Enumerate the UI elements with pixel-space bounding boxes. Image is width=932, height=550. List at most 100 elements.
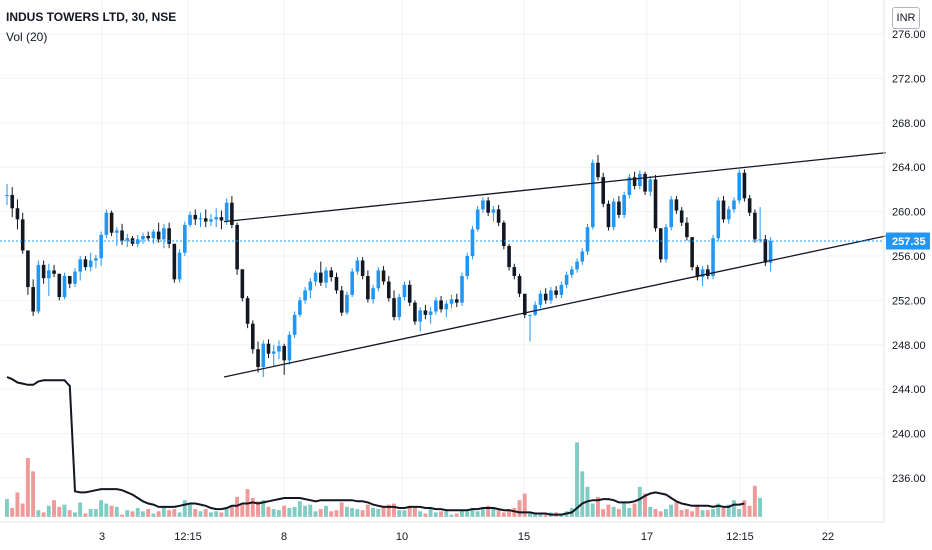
candle-body <box>355 260 360 272</box>
candle-body <box>758 239 762 241</box>
candle-body <box>638 173 642 187</box>
volume-bar <box>402 510 407 517</box>
price-tick-label: 264.00 <box>892 162 926 174</box>
candle-body <box>481 200 485 210</box>
candle-body <box>10 194 15 209</box>
candle-body <box>26 250 30 288</box>
volume-bar <box>622 502 627 517</box>
volume-bar <box>501 512 506 517</box>
time-tick-label: 17 <box>641 531 653 543</box>
volume-bar <box>125 510 130 517</box>
trendlines[interactable] <box>223 152 886 378</box>
volume-bar <box>407 505 412 517</box>
candle-body <box>198 218 203 220</box>
volume-bar <box>324 505 328 517</box>
volume-bar <box>721 507 726 517</box>
volume-bar <box>575 442 579 517</box>
trendline <box>223 152 886 223</box>
candle-body <box>266 343 271 354</box>
volume-bar <box>543 514 548 517</box>
candle-body <box>292 314 297 335</box>
volume-bar <box>742 500 747 517</box>
candle-body <box>57 273 62 298</box>
volume-legend[interactable]: Vol (20) <box>6 30 48 44</box>
candle-body <box>428 311 433 315</box>
volume-bar <box>428 509 433 517</box>
candle-body <box>570 269 574 275</box>
candle-body <box>747 198 752 213</box>
candle-body <box>674 199 679 211</box>
candle-body <box>52 270 56 274</box>
candle-body <box>742 172 747 199</box>
candle-body <box>162 228 166 240</box>
volume-bar <box>261 500 266 517</box>
candle-body <box>73 271 77 284</box>
volume-bar <box>240 504 245 517</box>
candle-body <box>20 219 25 251</box>
candle-body <box>203 218 208 222</box>
time-axis[interactable]: 3 12:15 8 10 15 17 12:15 22 <box>99 531 834 543</box>
candle-body <box>251 323 255 350</box>
candle-body <box>329 270 334 278</box>
volume-ma-line <box>6 376 745 516</box>
volume-bar <box>114 506 119 517</box>
volume-bar <box>339 502 344 517</box>
candle-body <box>685 222 689 238</box>
volume-bar <box>397 510 402 517</box>
candle-body <box>392 298 396 318</box>
volume-bar <box>758 497 763 517</box>
candle-body <box>115 230 119 233</box>
volume-bar <box>10 507 15 517</box>
volume-bar <box>595 496 600 517</box>
candle-body <box>350 271 354 295</box>
price-tick-label: 272.00 <box>892 73 926 85</box>
volume-bar <box>167 510 172 517</box>
candle-body <box>183 224 187 253</box>
volume-bar <box>177 512 182 517</box>
candle-body <box>496 209 501 223</box>
volume-bar <box>632 503 637 517</box>
volume-bar <box>517 500 522 517</box>
candle-body <box>324 270 328 283</box>
volume-bar <box>235 496 240 517</box>
candle-body <box>596 162 600 178</box>
volume-bar <box>120 514 124 517</box>
price-axis[interactable]: 276.00 272.00 268.00 264.00 260.00 256.00 252.… <box>892 29 926 485</box>
candle-body <box>308 281 313 291</box>
volume-bar <box>313 511 318 517</box>
volume-bar <box>538 513 543 517</box>
volume-bar <box>109 505 114 517</box>
symbol-title[interactable]: INDUS TOWERS LTD, 30, NSE <box>6 10 177 24</box>
volume-bar <box>287 507 292 517</box>
candle-body <box>753 212 757 240</box>
volume-bar <box>67 510 72 517</box>
volume-bar <box>188 504 192 517</box>
volume-bar <box>344 506 349 517</box>
volume-bar <box>449 514 454 517</box>
price-tick-label: 276.00 <box>892 29 926 41</box>
candle-body <box>549 290 553 301</box>
volume-bar <box>104 503 109 517</box>
volume-bar <box>156 511 161 517</box>
volume-bar <box>146 509 151 517</box>
candle-body <box>41 264 46 279</box>
candle-body <box>88 260 93 268</box>
volume-bar <box>266 506 271 517</box>
candle-body <box>454 299 459 303</box>
volume-bar <box>297 501 302 517</box>
volume-bar <box>355 509 360 517</box>
volume-bar <box>705 510 710 517</box>
currency-badge[interactable]: INR <box>892 7 920 29</box>
candle-body <box>334 277 339 291</box>
candle-body <box>627 177 632 195</box>
volume-bar <box>433 512 438 517</box>
candle-body <box>5 194 9 196</box>
volume-bar <box>135 507 140 517</box>
candle-body <box>564 274 569 285</box>
volume-bar <box>350 507 355 517</box>
candle-body <box>15 208 20 220</box>
volume-bar <box>653 509 658 517</box>
volume-bar <box>669 504 674 517</box>
candle-body <box>695 267 700 278</box>
